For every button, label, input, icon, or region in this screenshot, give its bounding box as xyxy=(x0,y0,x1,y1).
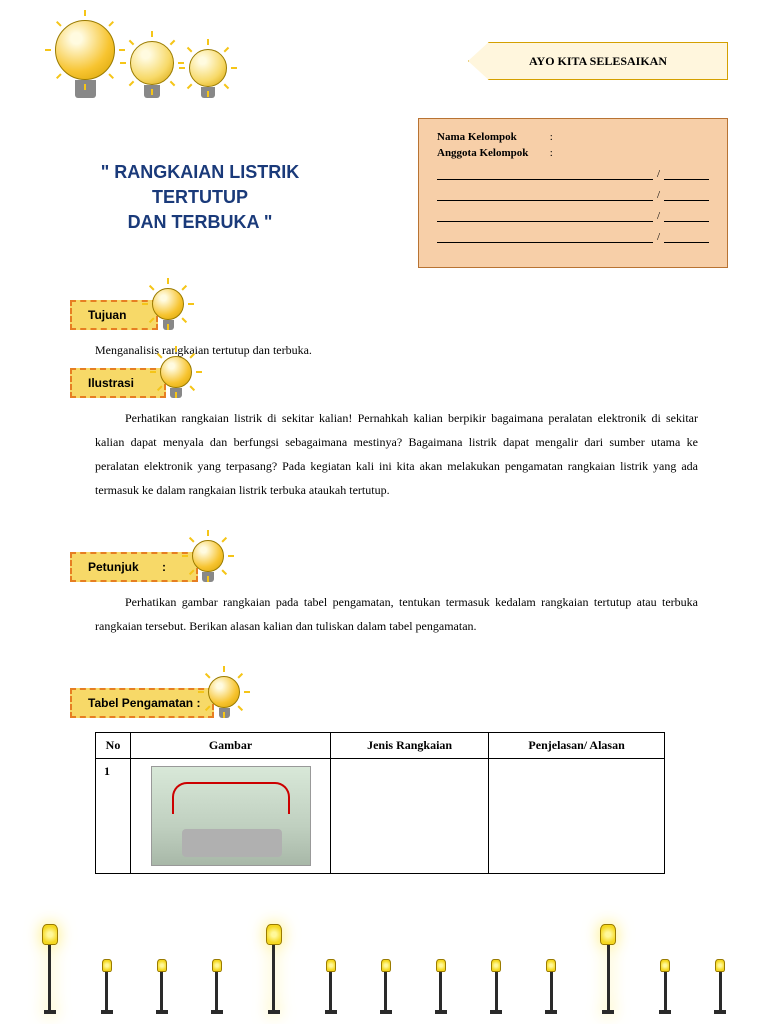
header-gambar: Gambar xyxy=(131,733,331,759)
cell-no: 1 xyxy=(96,759,131,874)
banner-text: AYO KITA SELESAIKAN xyxy=(529,54,667,69)
lightbulb-icon xyxy=(152,288,184,330)
blank-line: / xyxy=(437,168,709,180)
section-label-tabel: Tabel Pengamatan : xyxy=(70,688,214,718)
lightbulb-icon xyxy=(208,676,240,721)
colon: : xyxy=(550,147,553,159)
footer-lamps xyxy=(0,924,768,1014)
street-lamp-icon xyxy=(325,959,337,1014)
street-lamp-icon xyxy=(714,959,726,1014)
header-no: No xyxy=(96,733,131,759)
street-lamp-icon xyxy=(380,959,392,1014)
lightbulb-icon xyxy=(130,41,174,98)
cell-jenis xyxy=(331,759,489,874)
group-info-box: Nama Kelompok : Anggota Kelompok : / / / / xyxy=(418,118,728,268)
street-lamp-icon xyxy=(435,959,447,1014)
street-lamp-icon xyxy=(156,959,168,1014)
street-lamp-icon xyxy=(659,959,671,1014)
banner: AYO KITA SELESAIKAN xyxy=(468,42,728,80)
title-line-1: " RANGKAIAN LISTRIK xyxy=(55,160,345,185)
table-row: 1 xyxy=(96,759,665,874)
observation-table: No Gambar Jenis Rangkaian Penjelasan/ Al… xyxy=(95,732,665,874)
lightbulb-icon xyxy=(192,540,224,582)
street-lamp-icon xyxy=(42,924,58,1014)
street-lamp-icon xyxy=(545,959,557,1014)
street-lamp-icon xyxy=(600,924,616,1014)
title-line-3: DAN TERBUKA " xyxy=(55,210,345,235)
group-name-label: Nama Kelompok xyxy=(437,131,547,143)
lightbulb-icon xyxy=(208,676,240,718)
colon: : xyxy=(550,131,553,143)
header-jenis: Jenis Rangkaian xyxy=(331,733,489,759)
section-label-ilustrasi: Ilustrasi xyxy=(70,368,166,398)
lightbulb-icon xyxy=(160,356,192,398)
tabel-label: Tabel Pengamatan : xyxy=(88,696,200,710)
cell-alasan xyxy=(489,759,665,874)
street-lamp-icon xyxy=(101,959,113,1014)
tujuan-label: Tujuan xyxy=(88,308,126,322)
blank-line: / xyxy=(437,210,709,222)
street-lamp-icon xyxy=(266,924,282,1014)
petunjuk-text: Perhatikan gambar rangkaian pada tabel p… xyxy=(95,590,698,638)
ilustrasi-label: Ilustrasi xyxy=(88,376,134,390)
table-header-row: No Gambar Jenis Rangkaian Penjelasan/ Al… xyxy=(96,733,665,759)
ilustrasi-text: Perhatikan rangkaian listrik di sekitar … xyxy=(95,406,698,502)
blank-line: / xyxy=(437,231,709,243)
lightbulb-icon xyxy=(192,540,224,585)
lightbulb-icon xyxy=(55,20,115,98)
title-line-2: TERTUTUP xyxy=(55,185,345,210)
header-bulbs xyxy=(55,20,227,98)
lightbulb-icon xyxy=(160,356,192,401)
lightbulb-icon xyxy=(152,288,184,333)
section-label-tujuan: Tujuan xyxy=(70,300,158,330)
section-label-petunjuk: Petunjuk : xyxy=(70,552,198,582)
street-lamp-icon xyxy=(490,959,502,1014)
page-title: " RANGKAIAN LISTRIK TERTUTUP DAN TERBUKA… xyxy=(55,160,345,236)
group-members-label: Anggota Kelompok xyxy=(437,147,547,159)
lightbulb-icon xyxy=(189,49,227,98)
street-lamp-icon xyxy=(211,959,223,1014)
circuit-image xyxy=(151,766,311,866)
petunjuk-label: Petunjuk xyxy=(88,560,139,574)
colon: : xyxy=(162,560,166,574)
header-alasan: Penjelasan/ Alasan xyxy=(489,733,665,759)
cell-gambar xyxy=(131,759,331,874)
blank-line: / xyxy=(437,189,709,201)
